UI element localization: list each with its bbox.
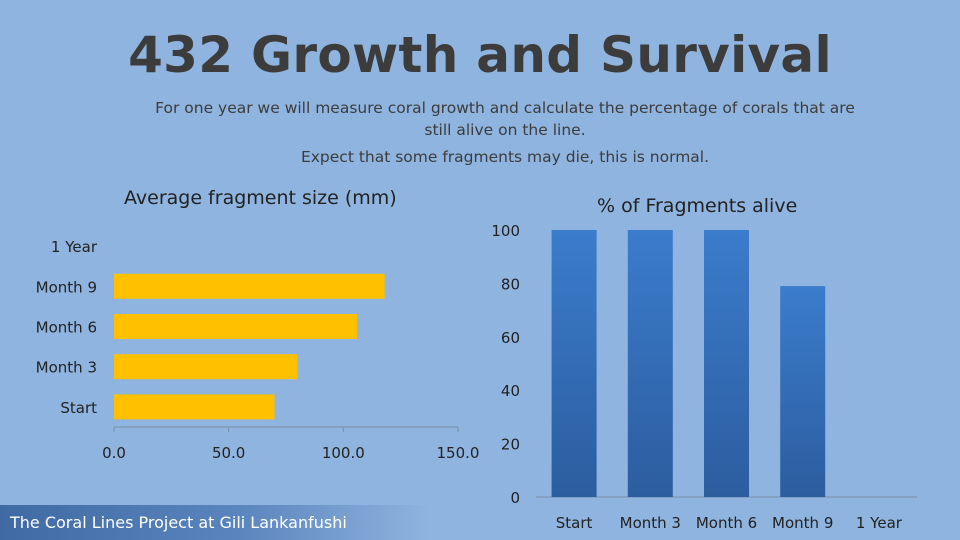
- slide-subtitle: For one year we will measure coral growt…: [155, 99, 855, 139]
- column-y-tick-label: 80: [501, 275, 520, 293]
- column-y-tick-label: 20: [501, 436, 520, 454]
- column-mark: [627, 230, 673, 497]
- bar-category-label: Month 3: [36, 359, 97, 377]
- bar-mark: [114, 354, 298, 380]
- footer-banner: The Coral Lines Project at Gili Lankanfu…: [0, 505, 430, 540]
- bar-x-tick-label: 50.0: [212, 444, 245, 462]
- bar-category-label: Month 6: [36, 319, 97, 337]
- slide-title: 432 Growth and Survival: [128, 26, 832, 84]
- column-category-label: Month 3: [620, 514, 681, 532]
- bar-mark: [114, 394, 275, 420]
- column-category-label: Month 6: [696, 514, 757, 532]
- bar-x-tick-label: 100.0: [322, 444, 365, 462]
- bar-chart-title: Average fragment size (mm): [124, 187, 397, 209]
- bar-x-tick-label: 150.0: [437, 444, 480, 462]
- footer-text: The Coral Lines Project at Gili Lankanfu…: [10, 513, 347, 532]
- bar-mark: [114, 314, 358, 339]
- bar-category-label: 1 Year: [51, 238, 98, 256]
- slide-subtitle-note: Expect that some fragments may die, this…: [300, 148, 710, 166]
- column-category-label: Start: [556, 514, 593, 532]
- column-chart-title: % of Fragments alive: [597, 195, 798, 217]
- bar-category-label: Start: [60, 399, 97, 417]
- column-y-tick-label: 60: [501, 329, 520, 347]
- column-mark: [780, 286, 826, 497]
- column-category-label: 1 Year: [856, 514, 903, 532]
- column-y-tick-label: 0: [510, 489, 520, 507]
- column-y-tick-label: 100: [491, 222, 520, 240]
- column-y-tick-label: 40: [501, 382, 520, 400]
- bar-category-label: Month 9: [36, 278, 97, 296]
- column-mark: [704, 230, 749, 497]
- column-mark: [551, 230, 597, 497]
- bar-mark: [114, 273, 385, 299]
- column-category-label: Month 9: [772, 514, 833, 532]
- bar-x-tick-label: 0.0: [102, 444, 126, 462]
